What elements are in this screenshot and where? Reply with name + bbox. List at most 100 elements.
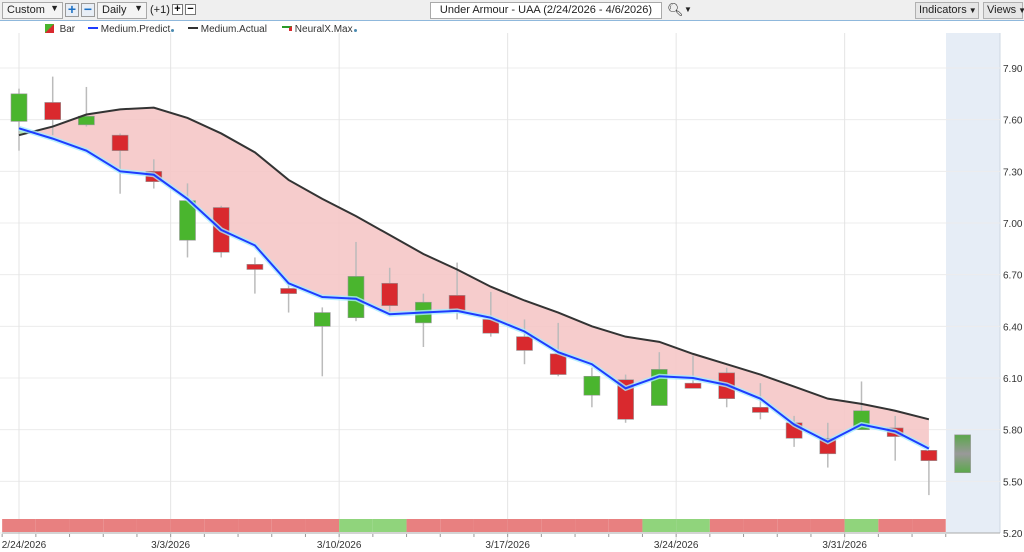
signal-segment (844, 519, 879, 532)
signal-segment (305, 519, 340, 532)
candle-body (920, 450, 938, 461)
candle-body (516, 336, 533, 351)
signal-segment (372, 519, 407, 532)
views-label: Views (987, 4, 1017, 16)
preset-select[interactable]: Custom ▼ (2, 2, 63, 19)
signal-segment (541, 519, 576, 532)
candle-body (752, 406, 769, 413)
signal-segment (743, 519, 778, 532)
symbol-title: Under Armour - UAA (2/24/2026 - 4/6/2026… (439, 4, 653, 16)
line-icon (188, 27, 198, 29)
y-tick-label: 6.40 (1003, 322, 1023, 333)
signal-segment (473, 519, 508, 532)
candle-body (44, 102, 62, 120)
signal-segment (406, 519, 441, 532)
y-tick-label: 7.30 (1003, 167, 1023, 178)
line-icon (88, 27, 98, 29)
candle-body (549, 353, 567, 375)
offset-label: (+1) (150, 4, 170, 16)
interval-value: Daily (102, 4, 127, 16)
prediction-band (19, 107, 929, 449)
x-tick-label: 2/24/2026 (2, 540, 47, 551)
zoom-out-button[interactable]: − (81, 2, 95, 17)
candle-body (617, 379, 634, 420)
chevron-down-icon: ▼ (134, 3, 143, 13)
x-tick-label: 3/3/2026 (151, 540, 190, 551)
candle-body (246, 264, 264, 270)
signal-segment (575, 519, 609, 532)
signal-segment (170, 519, 205, 532)
candle-body (583, 375, 601, 396)
signal-segment (912, 519, 946, 532)
signal-segment (608, 519, 643, 532)
signal-segment (507, 519, 542, 532)
chevron-down-icon: ▼ (968, 6, 977, 15)
preset-value: Custom (7, 4, 45, 16)
x-tick-label: 3/10/2026 (317, 540, 362, 551)
chevron-down-icon: ▼ (1018, 6, 1024, 15)
offset-plus-button[interactable]: + (172, 4, 183, 15)
indicators-button[interactable]: Indicators ▼ (915, 2, 979, 19)
signal-segment (642, 519, 677, 532)
signal-segment (103, 519, 137, 532)
y-tick-label: 5.50 (1003, 477, 1023, 488)
x-tick-label: 3/24/2026 (654, 540, 699, 551)
forecast-candle (954, 434, 971, 474)
chevron-down-icon: ▼ (50, 3, 59, 13)
y-tick-label: 7.00 (1003, 219, 1023, 230)
y-tick-label: 6.70 (1003, 271, 1023, 282)
candle-body (313, 312, 331, 327)
info-dot-icon (171, 29, 175, 32)
signal-segment (271, 519, 306, 532)
legend-actual: Medium.Actual (188, 24, 267, 35)
legend-predict-label: Medium.Predict (100, 24, 171, 35)
signal-segment (709, 519, 744, 532)
predict-line (18, 127, 930, 450)
legend-bar-label: Bar (59, 24, 76, 35)
forecast-region (946, 33, 1000, 533)
y-tick-label: 7.60 (1003, 116, 1023, 127)
legend-bar: Bar (45, 24, 75, 35)
y-tick-label: 7.90 (1003, 64, 1023, 75)
zoom-in-button[interactable]: + (65, 2, 79, 17)
legend-predict: Medium.Predict (88, 24, 175, 35)
signal-segment (676, 519, 710, 532)
actual-line (18, 106, 930, 421)
search-icon[interactable]: 🔍︎ (667, 2, 684, 17)
signal-icon (282, 26, 292, 31)
candle-body (111, 134, 129, 151)
signal-segment (35, 519, 70, 532)
x-tick-label: 3/31/2026 (822, 540, 867, 551)
signal-segment (777, 519, 811, 532)
y-tick-label: 6.10 (1003, 374, 1023, 385)
bar-icon (45, 24, 54, 33)
signal-segment (2, 519, 36, 532)
y-tick-label: 5.20 (1003, 529, 1023, 540)
candle-body (381, 282, 399, 306)
signal-segment (136, 519, 171, 532)
offset-minus-button[interactable]: − (185, 4, 196, 15)
signal-segment (339, 519, 373, 532)
signal-segment (440, 519, 474, 532)
candle-body (78, 115, 95, 126)
signal-segment (238, 519, 272, 532)
symbol-title-field[interactable]: Under Armour - UAA (2/24/2026 - 4/6/2026… (430, 2, 662, 19)
signal-segment (204, 519, 239, 532)
info-dot-icon (353, 29, 357, 32)
views-button[interactable]: Views ▼ (983, 2, 1024, 19)
toolbar: Custom ▼ + − Daily ▼ (+1) + − Under Armour… (0, 0, 1024, 21)
signal-segment (878, 519, 913, 532)
y-tick-label: 5.80 (1003, 426, 1023, 437)
signal-segment (810, 519, 845, 532)
candle-body (10, 93, 28, 122)
interval-select[interactable]: Daily ▼ (97, 2, 147, 19)
search-dropdown-icon[interactable]: ▼ (684, 5, 692, 14)
legend-neural-label: NeuralX.Max (294, 24, 353, 35)
signal-segment (69, 519, 104, 532)
candle-body (280, 288, 297, 294)
candle-body (684, 382, 702, 389)
legend-actual-label: Medium.Actual (200, 24, 267, 35)
x-tick-label: 3/17/2026 (485, 540, 530, 551)
legend-neural: NeuralX.Max (282, 24, 357, 35)
